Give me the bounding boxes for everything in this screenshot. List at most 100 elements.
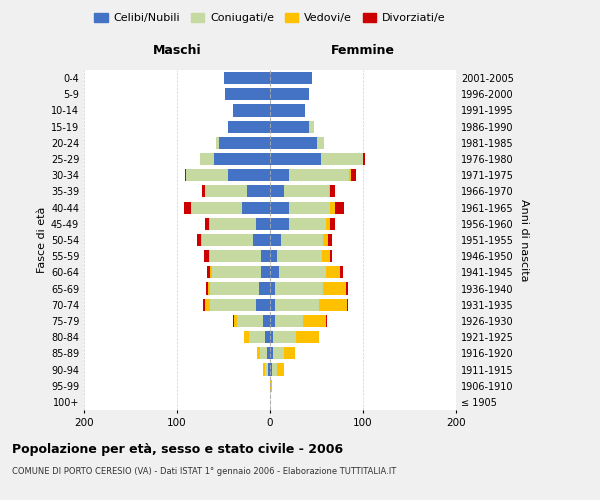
Bar xyxy=(260,348,267,360)
Bar xyxy=(197,234,201,246)
Bar xyxy=(273,331,296,343)
Bar xyxy=(347,298,348,311)
Bar xyxy=(284,186,329,198)
Bar xyxy=(208,282,211,294)
Text: Femmine: Femmine xyxy=(331,44,395,58)
Bar xyxy=(270,266,280,278)
Bar xyxy=(191,202,242,213)
Bar xyxy=(211,282,259,294)
Bar xyxy=(296,331,319,343)
Bar xyxy=(319,298,347,311)
Bar xyxy=(277,250,322,262)
Bar xyxy=(236,315,263,327)
Bar xyxy=(268,364,270,376)
Bar xyxy=(329,250,332,262)
Bar xyxy=(323,234,328,246)
Bar xyxy=(219,137,270,149)
Bar xyxy=(270,315,275,327)
Bar xyxy=(263,315,270,327)
Y-axis label: Fasce di età: Fasce di età xyxy=(37,207,47,273)
Bar xyxy=(331,202,335,213)
Bar xyxy=(248,331,265,343)
Bar xyxy=(212,266,260,278)
Bar xyxy=(207,266,211,278)
Bar xyxy=(280,266,326,278)
Bar xyxy=(270,282,275,294)
Bar xyxy=(259,282,270,294)
Bar xyxy=(233,315,234,327)
Bar xyxy=(206,282,208,294)
Bar xyxy=(187,169,228,181)
Bar xyxy=(329,186,331,198)
Bar xyxy=(331,218,335,230)
Text: COMUNE DI PORTO CERESIO (VA) - Dati ISTAT 1° gennaio 2006 - Elaborazione TUTTITA: COMUNE DI PORTO CERESIO (VA) - Dati ISTA… xyxy=(12,468,396,476)
Bar xyxy=(228,169,270,181)
Bar xyxy=(326,315,327,327)
Bar xyxy=(270,72,312,84)
Bar xyxy=(263,364,265,376)
Bar xyxy=(270,104,305,117)
Bar xyxy=(202,234,253,246)
Bar xyxy=(270,202,289,213)
Bar xyxy=(331,186,335,198)
Bar xyxy=(349,169,351,181)
Bar xyxy=(270,331,273,343)
Bar xyxy=(326,266,340,278)
Bar xyxy=(321,153,363,165)
Bar xyxy=(209,250,260,262)
Bar xyxy=(275,315,302,327)
Bar xyxy=(256,218,270,230)
Bar xyxy=(244,331,248,343)
Text: Maschi: Maschi xyxy=(152,44,202,58)
Bar xyxy=(270,153,321,165)
Bar xyxy=(317,137,324,149)
Bar xyxy=(351,169,356,181)
Bar xyxy=(267,348,270,360)
Bar xyxy=(284,348,295,360)
Bar xyxy=(226,88,270,101)
Bar xyxy=(340,266,343,278)
Bar xyxy=(260,250,270,262)
Bar xyxy=(270,186,284,198)
Bar xyxy=(270,250,277,262)
Bar xyxy=(185,169,187,181)
Bar xyxy=(256,298,270,311)
Bar xyxy=(253,234,270,246)
Bar xyxy=(363,153,365,165)
Bar xyxy=(184,202,191,213)
Bar xyxy=(270,137,317,149)
Bar xyxy=(203,298,205,311)
Bar xyxy=(234,315,236,327)
Bar xyxy=(335,202,344,213)
Bar xyxy=(326,218,331,230)
Bar xyxy=(211,266,212,278)
Bar xyxy=(277,364,284,376)
Bar xyxy=(270,348,273,360)
Bar xyxy=(270,364,272,376)
Bar xyxy=(302,315,326,327)
Bar xyxy=(270,120,309,132)
Bar xyxy=(223,72,270,84)
Text: Popolazione per età, sesso e stato civile - 2006: Popolazione per età, sesso e stato civil… xyxy=(12,442,343,456)
Bar xyxy=(289,202,331,213)
Bar xyxy=(270,88,309,101)
Y-axis label: Anni di nascita: Anni di nascita xyxy=(519,198,529,281)
Bar xyxy=(233,104,270,117)
Bar xyxy=(270,169,289,181)
Bar xyxy=(247,186,270,198)
Bar xyxy=(201,234,202,246)
Bar xyxy=(242,202,270,213)
Bar xyxy=(272,364,277,376)
Bar xyxy=(204,250,209,262)
Bar xyxy=(275,298,319,311)
Bar xyxy=(205,298,209,311)
Bar xyxy=(281,234,323,246)
Bar xyxy=(289,218,326,230)
Bar xyxy=(216,137,219,149)
Bar xyxy=(270,218,289,230)
Bar xyxy=(289,169,349,181)
Bar xyxy=(257,348,260,360)
Bar xyxy=(309,120,314,132)
Bar xyxy=(328,234,332,246)
Bar xyxy=(270,380,272,392)
